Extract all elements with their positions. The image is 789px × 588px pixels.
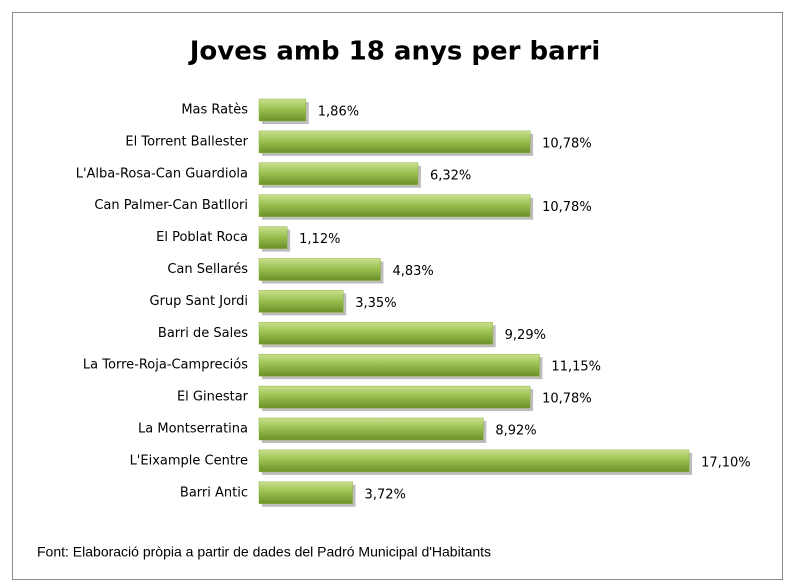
category-label: El Ginestar <box>177 390 249 405</box>
category-label: Can Palmer-Can Batllori <box>94 198 248 213</box>
value-label: 17,10% <box>701 455 751 470</box>
bar <box>258 194 531 217</box>
value-label: 3,35% <box>355 296 396 311</box>
bar <box>258 98 307 122</box>
category-label: El Poblat Roca <box>156 230 248 245</box>
bar <box>258 226 288 249</box>
bar <box>258 417 484 441</box>
bar <box>258 258 381 281</box>
source-note: Font: Elaboració pròpia a partir de dade… <box>37 544 491 560</box>
category-label: La Montserratina <box>138 422 248 437</box>
value-label: 10,78% <box>542 392 592 407</box>
bar <box>258 353 540 377</box>
bar <box>258 162 419 186</box>
bar <box>258 385 531 409</box>
value-label: 11,15% <box>551 360 601 375</box>
value-label: 1,12% <box>299 232 340 247</box>
bar <box>258 290 344 313</box>
chart-border <box>12 12 783 580</box>
category-label: La Torre-Roja-Campreciós <box>83 358 248 373</box>
bar <box>258 449 690 473</box>
category-label: Can Sellarés <box>167 262 248 277</box>
category-label: Barri Antic <box>180 485 248 500</box>
category-label: Mas Ratès <box>181 103 248 118</box>
chart-title: Joves amb 18 anys per barri <box>188 37 601 67</box>
value-label: 10,78% <box>542 200 592 215</box>
bar <box>258 481 353 505</box>
category-label: Barri de Sales <box>158 326 248 341</box>
value-label: 9,29% <box>505 328 546 343</box>
category-label: El Torrent Ballester <box>125 134 248 149</box>
value-label: 10,78% <box>542 136 592 151</box>
bar <box>258 322 493 345</box>
value-label: 8,92% <box>495 424 536 439</box>
value-label: 6,32% <box>430 168 471 183</box>
value-label: 1,86% <box>318 105 359 120</box>
value-label: 3,72% <box>365 487 406 502</box>
value-label: 4,83% <box>392 264 433 279</box>
bar <box>258 130 531 154</box>
category-label: Grup Sant Jordi <box>150 294 249 309</box>
category-label: L'Eixample Centre <box>130 453 248 468</box>
category-label: L'Alba-Rosa-Can Guardiola <box>76 166 248 181</box>
